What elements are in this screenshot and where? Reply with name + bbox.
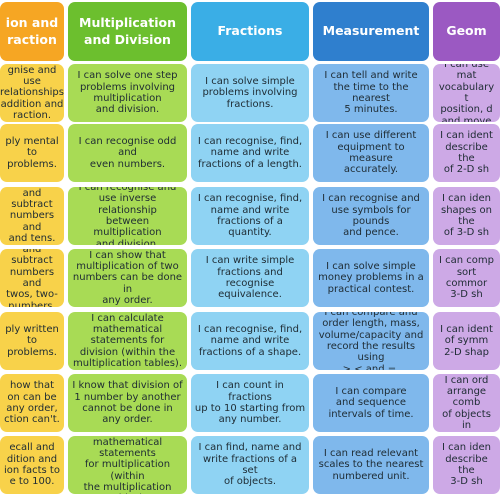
- column-fractions: Fractions I can solve simple problems inv…: [191, 0, 309, 500]
- column-measurement: Measurement I can tell and write the time…: [313, 0, 429, 500]
- column-header-measurement: Measurement: [313, 2, 429, 61]
- objective-cell: I can recognise odd and even numbers.: [68, 124, 187, 182]
- objective-cell: I can recognise and use symbols for poun…: [313, 187, 429, 245]
- objective-cell: I can show that multiplication of two nu…: [68, 249, 187, 307]
- objective-text: and subtract numbers and and tens.: [8, 187, 56, 245]
- objective-text: I can recognise, find, name and write fr…: [197, 193, 303, 239]
- objective-text: I can ident of symm 2-D shap: [440, 323, 493, 358]
- objective-cell: I can calculate mathematical statements …: [68, 312, 187, 370]
- objective-cell: I can recognise, find, name and write fr…: [191, 124, 309, 182]
- objective-cell: I can compare and sequence intervals of …: [313, 374, 429, 432]
- objective-cell: I can compare and order length, mass, vo…: [313, 312, 429, 370]
- objective-cell: gnise and use relationships addition and…: [0, 64, 64, 122]
- objective-cell: I can ident describe the of 2-D sh: [433, 124, 500, 182]
- objective-cell: I can read relevant scales to the neares…: [313, 436, 429, 494]
- objective-cell: I can count in fractions up to 10 starti…: [191, 374, 309, 432]
- objective-cell: I can use different equipment to measure…: [313, 124, 429, 182]
- column-header-label: ion and raction: [5, 14, 59, 47]
- objective-text: I can iden describe the 3-D sh: [442, 442, 491, 488]
- objective-text: I can calculate mathematical statements …: [83, 436, 172, 494]
- objective-cell: I can solve simple money problems in a p…: [313, 249, 429, 307]
- objective-text: I can find, name and write fractions of …: [198, 442, 302, 488]
- objective-cell: I can recognise, find, name and write fr…: [191, 187, 309, 245]
- column-header-label: Geom: [446, 23, 487, 39]
- objective-cell: I can use mat vocabulary t position, d a…: [433, 64, 500, 122]
- objective-text: I can recognise and use symbols for poun…: [322, 193, 420, 239]
- objective-text: I can solve one step problems involving …: [77, 70, 178, 116]
- objective-cell: I can recognise, find, name and write fr…: [191, 312, 309, 370]
- objective-cell: I can comp sort commor 3-D sh: [433, 249, 500, 307]
- objective-text: I can solve simple money problems in a p…: [318, 260, 424, 295]
- column-header-geometry: Geom: [433, 2, 500, 61]
- objective-text: I can ident describe the of 2-D sh: [440, 130, 493, 176]
- objective-text: I can recognise odd and even numbers.: [78, 135, 177, 170]
- objective-text: I can compare and sequence intervals of …: [328, 385, 414, 420]
- objective-cell: ecall and dition and ion facts to e to 1…: [0, 436, 64, 494]
- objective-text: I can use different equipment to measure…: [325, 130, 417, 176]
- objective-text: I can ord arrange comb of objects in: [442, 374, 491, 432]
- column-header-label: Measurement: [322, 23, 420, 39]
- objective-text: ply written to problems.: [5, 323, 59, 358]
- objective-text: I can iden shapes on the of 3-D sh: [440, 193, 493, 239]
- objective-text: I can compare and order length, mass, vo…: [318, 312, 424, 370]
- objective-text: I can solve simple problems involving fr…: [202, 75, 298, 110]
- objective-text: I can count in fractions up to 10 starti…: [194, 380, 306, 426]
- column-geometry: Geom I can use mat vocabulary t position,…: [433, 0, 500, 500]
- objective-cell: I can iden shapes on the of 3-D sh: [433, 187, 500, 245]
- objective-cell: how that on can be any order, ction can'…: [0, 374, 64, 432]
- objective-text: I can use mat vocabulary t position, d a…: [438, 64, 495, 122]
- objective-text: ply mental to problems.: [5, 135, 59, 170]
- column-multiplication-division: Multiplication and Division I can solve o…: [68, 0, 187, 500]
- objective-cell: and subtract numbers and twos, two- numb…: [0, 249, 64, 307]
- objective-cell: I can calculate mathematical statements …: [68, 436, 187, 494]
- objective-cell: I can recognise and use inverse relation…: [68, 187, 187, 245]
- objective-cell: I can tell and write the time to the nea…: [313, 64, 429, 122]
- objective-text: I can recognise, find, name and write fr…: [197, 135, 303, 170]
- objective-cell: and subtract numbers and and tens.: [0, 187, 64, 245]
- column-header-addition-subtraction: ion and raction: [0, 2, 64, 61]
- objective-text: and subtract numbers and twos, two- numb…: [6, 249, 58, 307]
- objective-cell: I can iden describe the 3-D sh: [433, 436, 500, 494]
- objective-text: I know that division of 1 number by anot…: [72, 380, 183, 426]
- objective-text: I can read relevant scales to the neares…: [318, 447, 424, 482]
- objective-cell: I can solve simple problems involving fr…: [191, 64, 309, 122]
- objective-cell: I can write simple fractions and recogni…: [191, 249, 309, 307]
- objective-cell: I can ord arrange comb of objects in: [433, 374, 500, 432]
- objective-text: how that on can be any order, ction can'…: [4, 380, 60, 426]
- objective-cell: ply mental to problems.: [0, 124, 64, 182]
- objective-text: I can write simple fractions and recogni…: [205, 255, 295, 301]
- objective-text: I can tell and write the time to the nea…: [324, 70, 418, 116]
- objective-cell: I know that division of 1 number by anot…: [68, 374, 187, 432]
- objective-text: I can calculate mathematical statements …: [72, 312, 183, 370]
- objective-text: ecall and dition and ion facts to e to 1…: [4, 442, 60, 488]
- objective-text: I can show that multiplication of two nu…: [72, 249, 183, 307]
- objective-text: I can comp sort commor 3-D sh: [439, 255, 494, 301]
- column-header-fractions: Fractions: [191, 2, 309, 61]
- column-header-label: Fractions: [217, 23, 283, 39]
- column-header-multiplication-division: Multiplication and Division: [68, 2, 187, 61]
- objective-text: gnise and use relationships addition and…: [0, 64, 64, 122]
- objective-cell: I can solve one step problems involving …: [68, 64, 187, 122]
- objective-cell: ply written to problems.: [0, 312, 64, 370]
- objective-cell: I can ident of symm 2-D shap: [433, 312, 500, 370]
- objective-text: I can recognise and use inverse relation…: [78, 187, 177, 245]
- column-addition-subtraction: ion and raction gnise and use relationshi…: [0, 0, 64, 500]
- objective-cell: I can find, name and write fractions of …: [191, 436, 309, 494]
- objective-text: I can recognise, find, name and write fr…: [197, 323, 303, 358]
- column-header-label: Multiplication and Division: [79, 14, 176, 47]
